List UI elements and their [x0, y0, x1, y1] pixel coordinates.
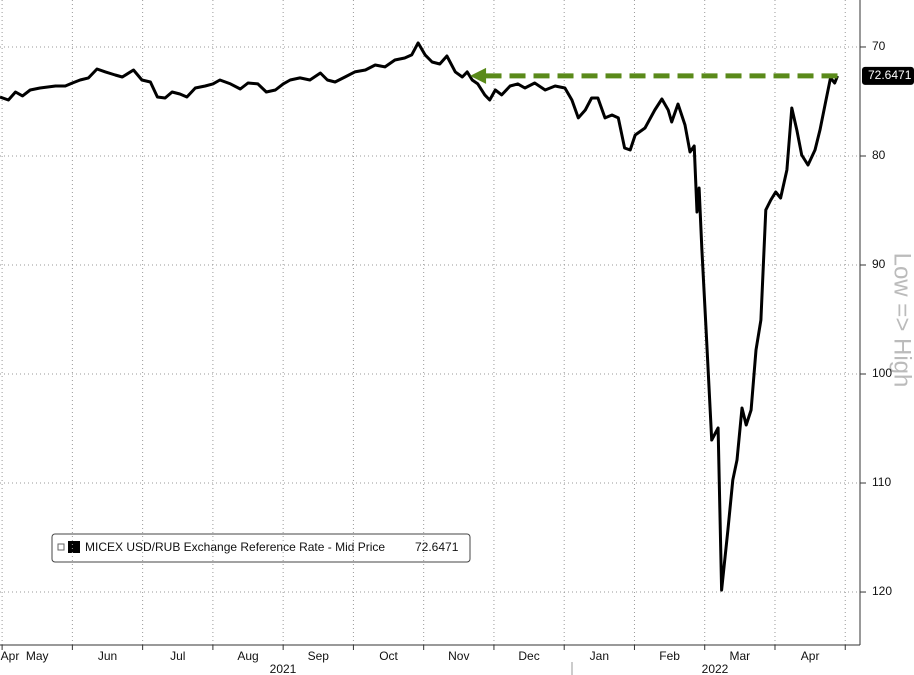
x-tick-label: May [26, 649, 49, 663]
x-tick-label: Nov [448, 649, 469, 663]
legend-swatch [68, 541, 80, 553]
legend [51, 533, 471, 563]
x-tick-label: Sep [308, 649, 330, 663]
x-tick-label: Dec [518, 649, 539, 663]
x-tick-label: Apr [1, 649, 20, 663]
y-tick-label: 90 [872, 257, 886, 271]
x-tick-label: Jun [98, 649, 117, 663]
x-tick-label: Feb [659, 649, 680, 663]
y-tick-label: 80 [872, 148, 886, 162]
x-tick-label: Apr [801, 649, 820, 663]
legend-value: 72.6471 [415, 540, 459, 554]
year-label: 2021 [270, 662, 297, 675]
y-tick-label: 110 [872, 475, 891, 489]
last-value-label: 72.6471 [868, 68, 912, 82]
legend-toggle[interactable] [57, 543, 65, 551]
arrow-head [470, 67, 487, 84]
axis-note: Low => High [889, 253, 914, 388]
y-tick-label: 100 [872, 366, 892, 380]
y-tick-label: 70 [872, 39, 886, 53]
x-tick-label: Jul [170, 649, 185, 663]
x-tick-label: Aug [237, 649, 258, 663]
x-tick-label: Oct [379, 649, 398, 663]
x-tick-label: Jan [590, 649, 609, 663]
price-line [0, 41, 839, 592]
year-label: 2022 [702, 662, 729, 675]
legend-label: MICEX USD/RUB Exchange Reference Rate - … [85, 540, 385, 554]
y-tick-label: 120 [872, 584, 892, 598]
last-value-tag [862, 66, 914, 85]
x-tick-label: Mar [730, 649, 751, 663]
